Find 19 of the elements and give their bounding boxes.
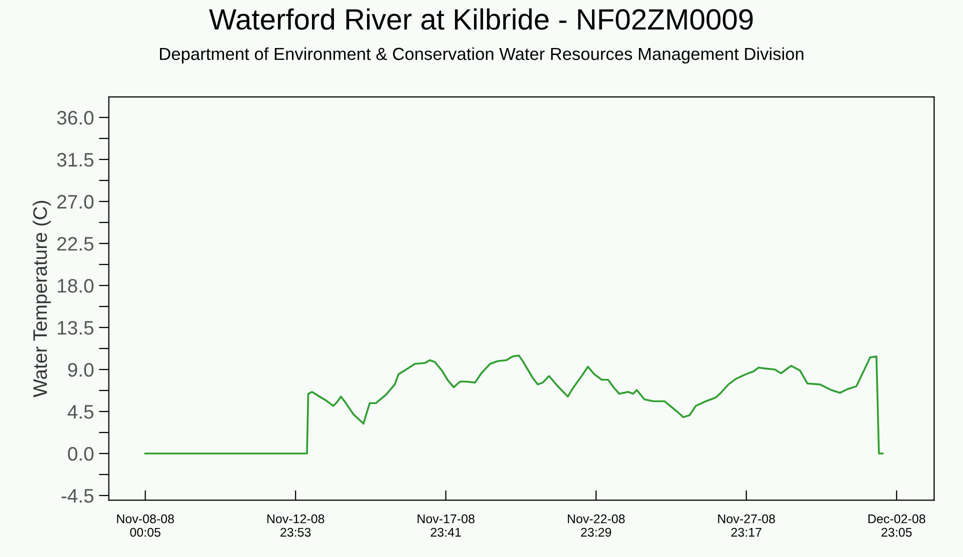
y-tick-label: 31.5: [57, 152, 94, 167]
x-tick-label: Nov-22-08 23:29: [568, 514, 625, 537]
x-tick-label: Nov-27-08 23:17: [718, 514, 775, 537]
chart-title: Waterford River at Kilbride - NF02ZM0009: [209, 8, 753, 30]
y-tick-label: 22.5: [57, 236, 94, 251]
x-tick-label: Nov-17-08 23:41: [418, 514, 474, 537]
y-tick-label: 36.0: [57, 110, 94, 125]
x-tick-label: Dec-02-08 23:05: [868, 514, 926, 537]
y-tick-label: 13.5: [58, 320, 94, 335]
y-tick-label: 18.0: [58, 278, 94, 293]
y-tick-label: 4.5: [68, 405, 94, 419]
y-tick-label: 27.0: [57, 194, 94, 209]
chart-subtitle: Department of Environment & Conservation Water Resources Management Division: [160, 47, 804, 64]
y-tick-label: 9.0: [68, 362, 94, 377]
y-axis-title: Water Temperature (C): [32, 200, 51, 398]
y-tick-label: -4.5: [62, 489, 94, 503]
y-tick-label: 0.0: [68, 446, 94, 461]
x-tick-label: Nov-08-08 00:05: [117, 514, 174, 537]
x-tick-label: Nov-12-08 23:53: [267, 514, 324, 537]
